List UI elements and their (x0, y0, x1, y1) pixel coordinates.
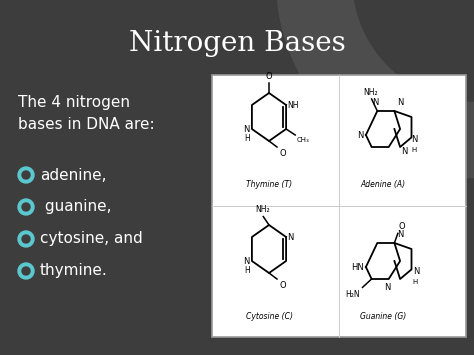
Text: Nitrogen Bases: Nitrogen Bases (128, 30, 346, 57)
Text: O: O (279, 149, 286, 158)
Text: NH₂: NH₂ (255, 205, 270, 214)
Text: CH₃: CH₃ (296, 137, 309, 143)
Circle shape (22, 203, 30, 211)
Circle shape (18, 231, 34, 247)
Text: O: O (266, 72, 272, 81)
Text: H: H (413, 279, 418, 285)
Text: N: N (384, 283, 391, 291)
Circle shape (18, 263, 34, 279)
Text: N: N (243, 125, 250, 133)
Circle shape (22, 235, 30, 243)
Text: Guanine (G): Guanine (G) (360, 312, 406, 321)
Text: O: O (279, 282, 286, 290)
Text: N: N (397, 230, 403, 239)
Text: H: H (244, 134, 250, 143)
Text: HN: HN (351, 262, 364, 272)
Text: O: O (399, 222, 406, 231)
Text: Adenine (A): Adenine (A) (360, 180, 406, 189)
Circle shape (18, 167, 34, 183)
Text: The 4 nitrogen
bases in DNA are:: The 4 nitrogen bases in DNA are: (18, 95, 155, 132)
Text: Thymine (T): Thymine (T) (246, 180, 292, 189)
Circle shape (22, 171, 30, 179)
Text: N: N (411, 135, 418, 144)
Circle shape (18, 199, 34, 215)
Text: N: N (401, 147, 408, 156)
Text: N: N (397, 98, 403, 108)
Circle shape (22, 267, 30, 275)
Text: Cytosine (C): Cytosine (C) (246, 312, 292, 321)
Text: N: N (243, 257, 250, 266)
Text: guanine,: guanine, (40, 200, 111, 214)
Text: NH: NH (287, 100, 299, 109)
Text: H: H (411, 147, 417, 153)
Text: N: N (413, 267, 419, 276)
Text: NH₂: NH₂ (363, 88, 378, 97)
Text: N: N (357, 131, 364, 140)
Text: adenine,: adenine, (40, 168, 107, 182)
FancyBboxPatch shape (212, 75, 466, 337)
Text: H: H (244, 266, 250, 275)
Text: N: N (287, 233, 293, 241)
Text: H₂N: H₂N (346, 290, 360, 299)
Text: N: N (372, 98, 378, 108)
Text: thymine.: thymine. (40, 263, 108, 279)
Text: cytosine, and: cytosine, and (40, 231, 143, 246)
